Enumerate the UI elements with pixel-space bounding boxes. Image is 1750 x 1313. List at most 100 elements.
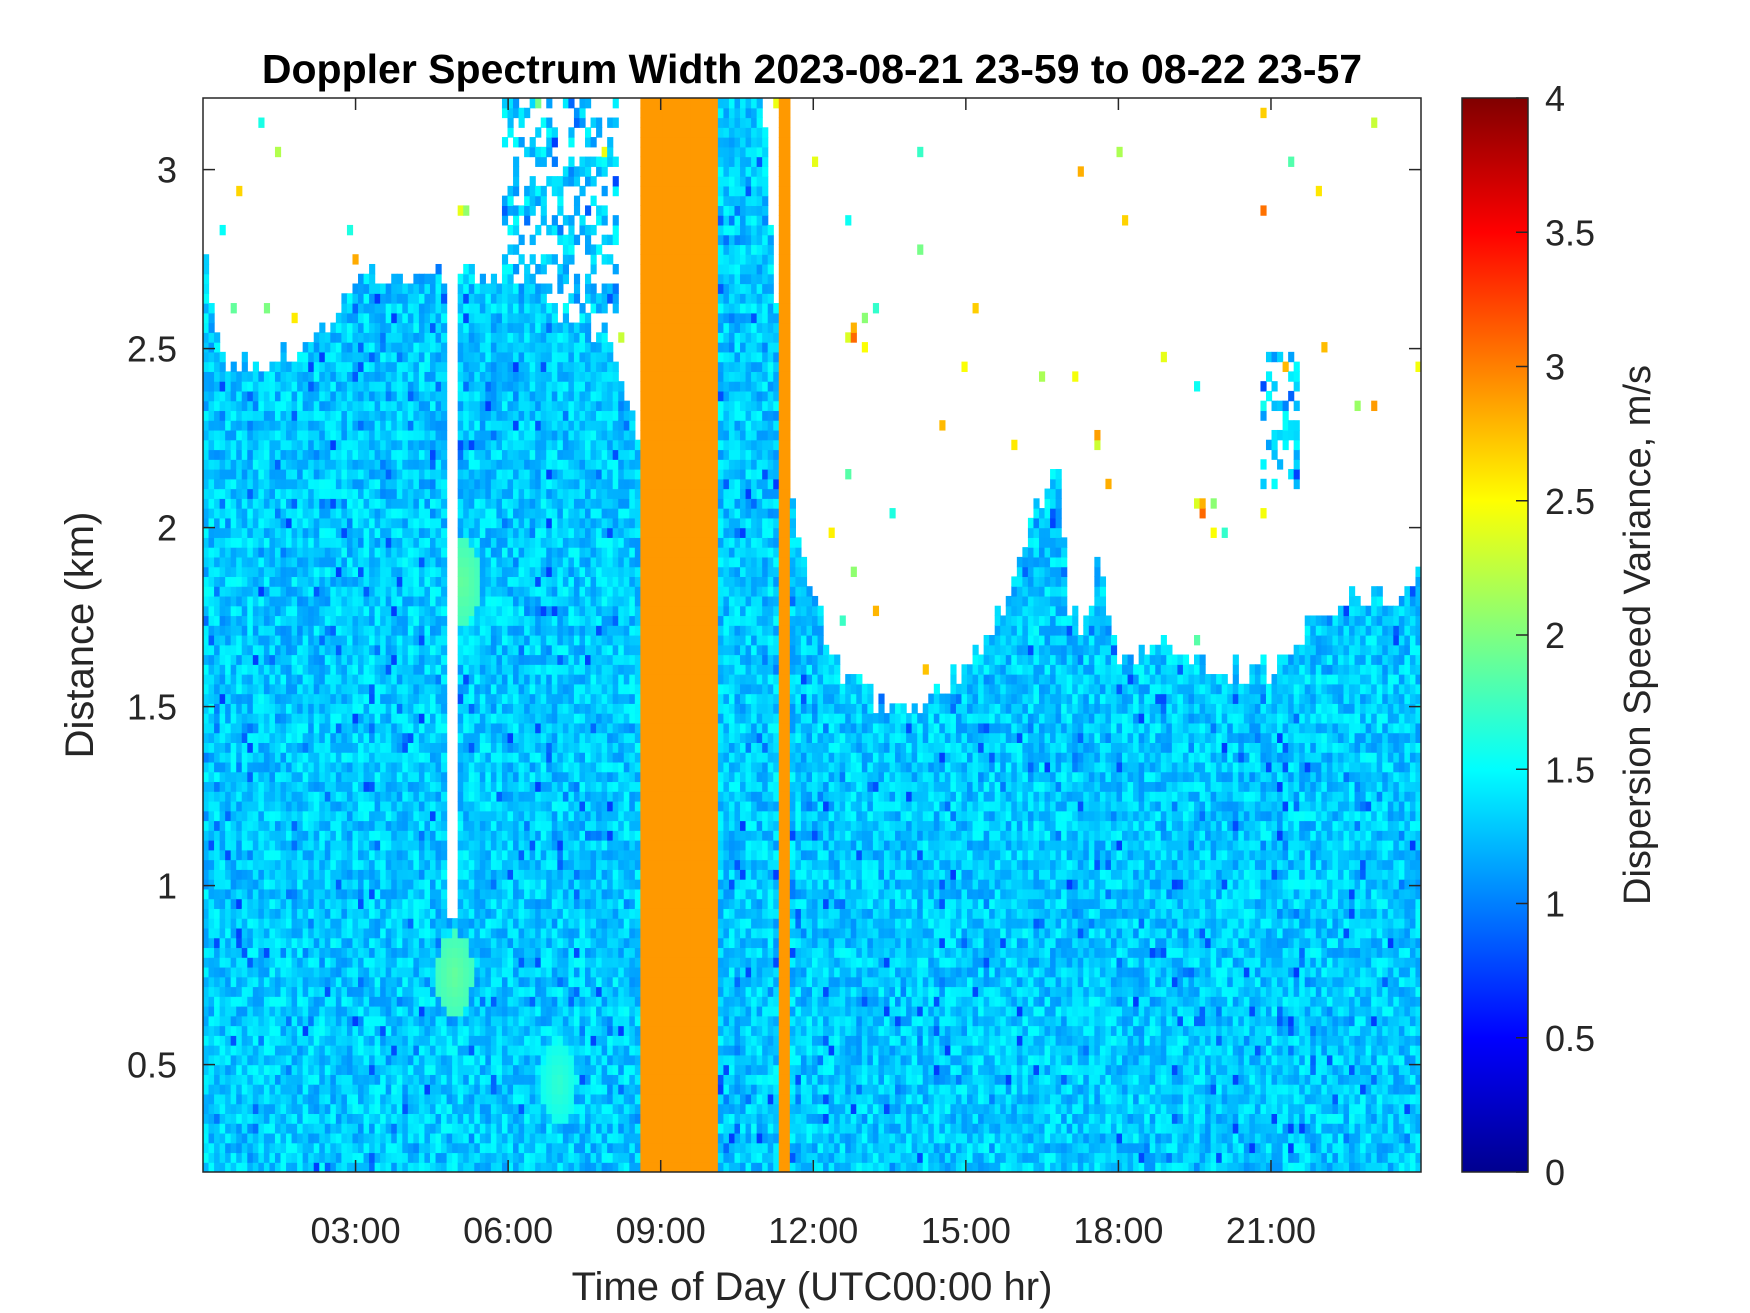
heatmap-cell (230, 918, 237, 929)
heatmap-cell (219, 420, 226, 431)
heatmap-cell (507, 449, 514, 460)
heatmap-cell (441, 556, 448, 568)
heatmap-cell (413, 849, 420, 861)
heatmap-cell (452, 1006, 459, 1017)
heatmap-cell (441, 342, 448, 353)
heatmap-cell (313, 986, 320, 997)
heatmap-cell (247, 908, 254, 919)
heatmap-cell (247, 1162, 254, 1172)
heatmap-cell (225, 400, 232, 412)
heatmap-cell (513, 420, 520, 431)
heatmap-cell (369, 273, 376, 285)
heatmap-cell (496, 654, 503, 665)
heatmap-cell (513, 381, 520, 392)
heatmap-cell (385, 420, 392, 431)
heatmap-cell (324, 859, 331, 870)
heatmap-cell (457, 615, 464, 626)
heatmap-cell (457, 703, 464, 714)
heatmap-cell (396, 869, 403, 880)
heatmap-cell (369, 761, 376, 773)
heatmap-cell (463, 429, 470, 441)
heatmap-cell (302, 1074, 309, 1085)
heatmap-cell (258, 1123, 265, 1134)
heatmap-cell (374, 1162, 381, 1172)
heatmap-cell (214, 1142, 221, 1154)
heatmap-cell (424, 342, 431, 353)
heatmap-cell (252, 693, 259, 704)
heatmap-cell (286, 1054, 293, 1066)
heatmap-cell (374, 351, 381, 363)
heatmap-cell (346, 722, 354, 734)
heatmap-cell (330, 996, 337, 1007)
heatmap-cell (319, 547, 326, 558)
heatmap-cell (463, 986, 470, 997)
heatmap-cell (463, 966, 470, 978)
heatmap-cell (435, 986, 442, 997)
heatmap-cell (507, 527, 514, 538)
heatmap-cell (280, 879, 287, 890)
heatmap-cell (335, 429, 343, 441)
heatmap-cell (463, 449, 470, 460)
heatmap-cell (363, 1054, 370, 1066)
heatmap-cell (513, 478, 520, 490)
heatmap-cell (496, 566, 503, 578)
heatmap-cell (402, 625, 409, 636)
heatmap-cell (280, 1093, 287, 1105)
heatmap-cell (280, 859, 287, 870)
heatmap-cell (485, 1064, 492, 1075)
heatmap-cell (214, 947, 221, 958)
heatmap-cell (324, 1113, 331, 1124)
heatmap-cell (302, 605, 309, 617)
heatmap-cell (374, 898, 381, 909)
heatmap-cell (490, 957, 498, 968)
heatmap-cell (352, 1045, 359, 1056)
heatmap-cell (252, 957, 259, 968)
heatmap-cell (236, 469, 243, 480)
heatmap-cell (369, 966, 376, 978)
heatmap-cell (474, 488, 481, 499)
heatmap-cell (203, 1025, 210, 1036)
heatmap-cell (413, 1035, 420, 1046)
heatmap-cell (280, 1064, 287, 1075)
heatmap-cell (324, 381, 331, 392)
heatmap-cell (286, 644, 293, 656)
heatmap-cell (208, 635, 215, 646)
heatmap-cell (429, 1142, 437, 1154)
heatmap-cell (407, 898, 414, 909)
heatmap-cell (468, 1045, 475, 1056)
heatmap-cell (435, 830, 442, 841)
heatmap-cell (385, 859, 392, 870)
heatmap-cell (291, 508, 298, 519)
heatmap-cell (219, 429, 226, 441)
heatmap-cell (313, 1064, 320, 1075)
heatmap-cell (496, 508, 503, 519)
heatmap-cell (241, 390, 248, 402)
heatmap-cell (507, 849, 514, 861)
heatmap-cell (302, 635, 309, 646)
heatmap-cell (468, 508, 475, 519)
heatmap-cell (286, 908, 293, 919)
heatmap-cell (286, 859, 293, 870)
heatmap-cell (241, 742, 248, 753)
heatmap-cell (308, 420, 315, 431)
heatmap-cell (485, 293, 492, 304)
heatmap-cell (363, 361, 370, 372)
heatmap-cell (474, 322, 481, 333)
heatmap-cell (236, 1142, 243, 1154)
heatmap-cell (330, 644, 337, 656)
heatmap-cell (358, 273, 365, 285)
heatmap-cell (363, 371, 370, 382)
heatmap-cell (396, 908, 403, 919)
heatmap-cell (391, 693, 398, 704)
heatmap-cell (335, 976, 343, 988)
heatmap-cell (496, 420, 503, 431)
heatmap-cell (479, 381, 486, 392)
heatmap-cell (380, 849, 387, 861)
heatmap-cell (247, 859, 254, 870)
heatmap-cell (252, 1035, 259, 1046)
heatmap-cell (302, 742, 309, 753)
heatmap-cell (513, 1006, 520, 1017)
heatmap-cell (402, 469, 409, 480)
heatmap-cell (308, 547, 315, 558)
heatmap-cell (380, 1025, 387, 1036)
